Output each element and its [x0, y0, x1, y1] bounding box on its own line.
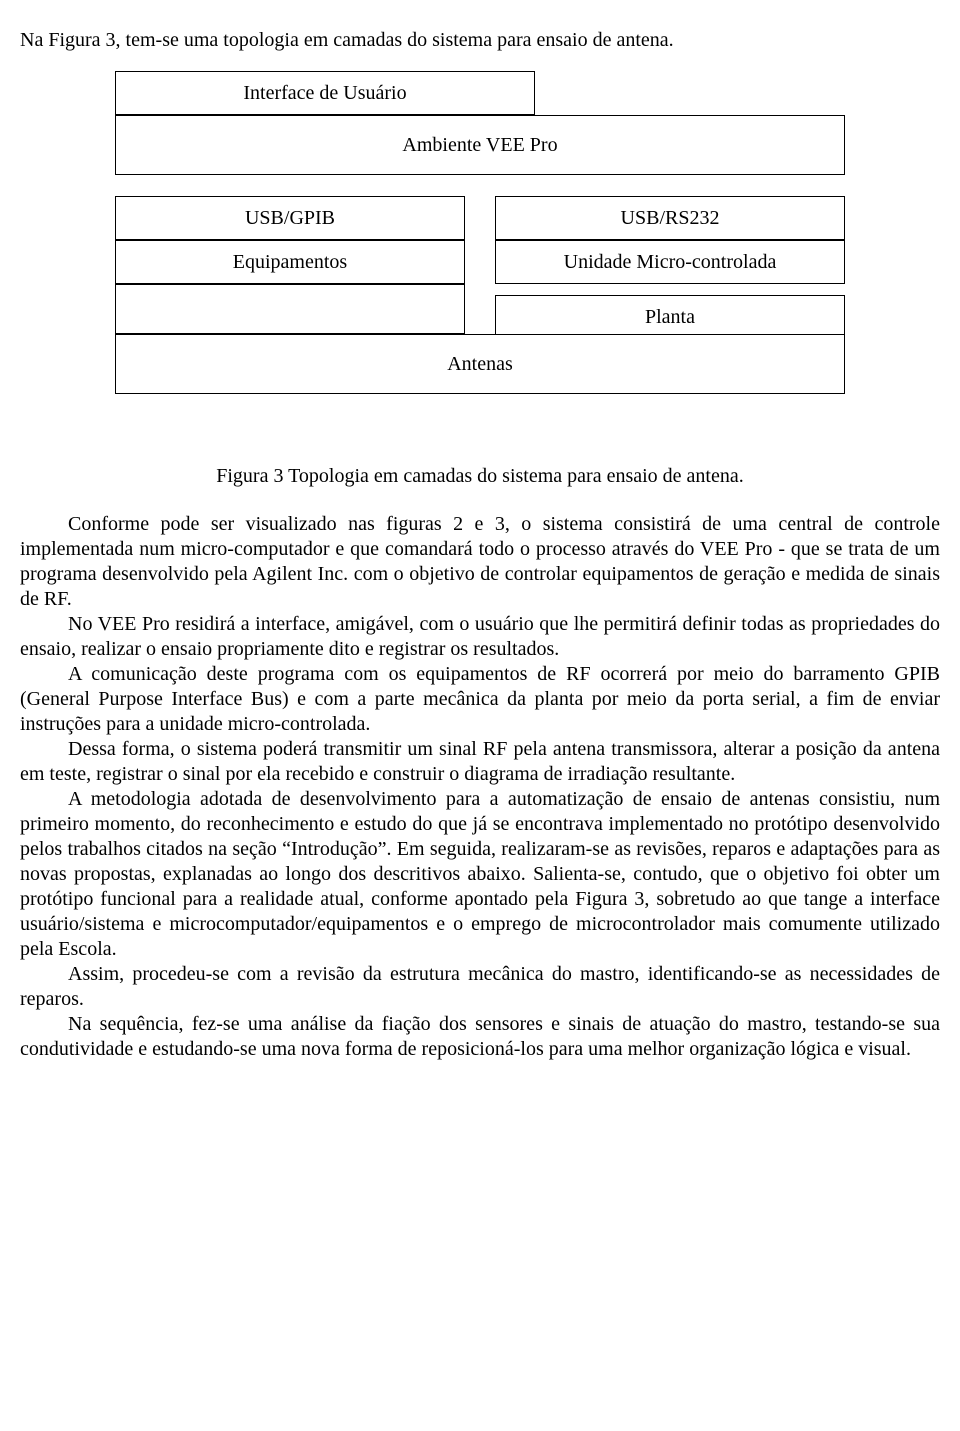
- layer-diagram: Interface de Usuário Ambiente VEE Pro US…: [115, 71, 845, 451]
- box-unidade: Unidade Micro-controlada: [495, 240, 845, 284]
- box-planta: Planta: [495, 295, 845, 339]
- box-antenas: Antenas: [115, 334, 845, 394]
- intro-paragraph: Na Figura 3, tem-se uma topologia em cam…: [20, 28, 940, 53]
- document-page: Na Figura 3, tem-se uma topologia em cam…: [0, 0, 960, 1082]
- figure-caption: Figura 3 Topologia em camadas do sistema…: [20, 465, 940, 488]
- paragraph-1: Conforme pode ser visualizado nas figura…: [20, 512, 940, 612]
- paragraph-3: A comunicação deste programa com os equi…: [20, 662, 940, 737]
- paragraph-6: Assim, procedeu-se com a revisão da estr…: [20, 962, 940, 1012]
- paragraph-2: No VEE Pro residirá a interface, amigáve…: [20, 612, 940, 662]
- box-usb-rs232: USB/RS232: [495, 196, 845, 240]
- paragraph-4: Dessa forma, o sistema poderá transmitir…: [20, 737, 940, 787]
- paragraph-5: A metodologia adotada de desenvolvimento…: [20, 787, 940, 962]
- box-ambiente: Ambiente VEE Pro: [115, 115, 845, 175]
- box-equipamentos: Equipamentos: [115, 240, 465, 284]
- paragraph-7: Na sequência, fez-se uma análise da fiaç…: [20, 1012, 940, 1062]
- box-usb-gpib: USB/GPIB: [115, 196, 465, 240]
- box-interface: Interface de Usuário: [115, 71, 535, 115]
- box-blank-left: [115, 284, 465, 334]
